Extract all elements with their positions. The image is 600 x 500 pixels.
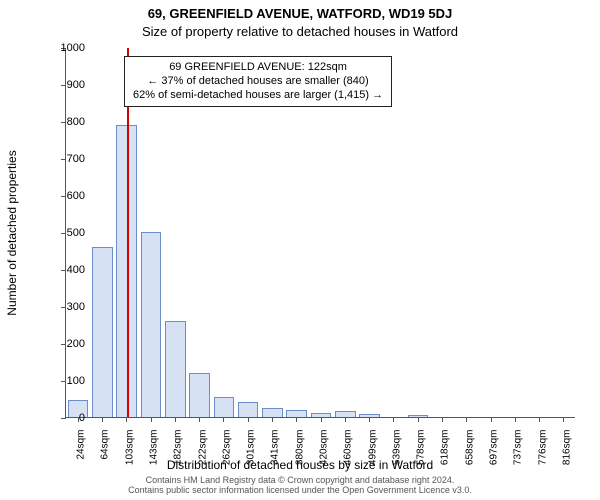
y-tick [61,159,66,160]
y-tick [61,307,66,308]
y-tick-label: 400 [67,264,85,276]
x-tick [539,417,540,422]
bar [238,402,259,417]
y-tick [61,122,66,123]
y-tick-label: 200 [67,338,85,350]
y-tick-label: 0 [79,412,85,424]
x-tick [151,417,152,422]
footer-attribution: Contains HM Land Registry data © Crown c… [0,476,600,496]
bar [214,397,235,417]
bar [286,410,307,417]
x-tick [393,417,394,422]
bar [408,415,429,417]
x-tick [369,417,370,422]
y-tick [61,381,66,382]
callout-line3: 62% of semi-detached houses are larger (… [133,89,383,101]
x-tick [491,417,492,422]
x-tick [272,417,273,422]
footer-line2: Contains public sector information licen… [128,485,472,495]
y-tick-label: 900 [67,79,85,91]
y-tick-label: 500 [67,227,85,239]
bar [92,247,113,417]
bar [189,373,210,417]
x-tick [466,417,467,422]
x-tick [126,417,127,422]
x-tick-label: 64sqm [100,430,111,460]
y-tick [61,85,66,86]
x-tick [418,417,419,422]
callout-line1: 69 GREENFIELD AVENUE: 122sqm [169,61,347,73]
bar [262,408,283,417]
x-tick [442,417,443,422]
y-tick [61,344,66,345]
plot-area: 69 GREENFIELD AVENUE: 122sqm ← 37% of det… [65,48,575,418]
bar [359,414,380,417]
y-tick [61,196,66,197]
bar [165,321,186,417]
x-tick [563,417,564,422]
x-tick [199,417,200,422]
bar [335,411,356,417]
x-tick-label: 24sqm [76,430,87,460]
x-tick [175,417,176,422]
x-tick [223,417,224,422]
x-tick [248,417,249,422]
y-axis-label: Number of detached properties [5,150,19,315]
y-tick [61,233,66,234]
bar [311,413,332,417]
y-tick [61,418,66,419]
y-tick-label: 800 [67,116,85,128]
x-tick [515,417,516,422]
y-tick [61,270,66,271]
x-tick [321,417,322,422]
bar [141,232,162,417]
y-tick-label: 300 [67,301,85,313]
y-tick-label: 1000 [61,42,85,54]
address-title: 69, GREENFIELD AVENUE, WATFORD, WD19 5DJ [0,6,600,21]
y-tick-label: 700 [67,153,85,165]
y-tick-label: 600 [67,190,85,202]
chart-subtitle: Size of property relative to detached ho… [0,24,600,39]
x-tick [345,417,346,422]
x-tick [296,417,297,422]
chart-container: 69, GREENFIELD AVENUE, WATFORD, WD19 5DJ… [0,0,600,500]
y-tick-label: 100 [67,375,85,387]
footer-line1: Contains HM Land Registry data © Crown c… [146,475,455,485]
x-axis-label: Distribution of detached houses by size … [0,458,600,472]
x-tick [102,417,103,422]
callout-line2: ← 37% of detached houses are smaller (84… [147,75,368,87]
callout-box: 69 GREENFIELD AVENUE: 122sqm ← 37% of det… [124,56,392,107]
